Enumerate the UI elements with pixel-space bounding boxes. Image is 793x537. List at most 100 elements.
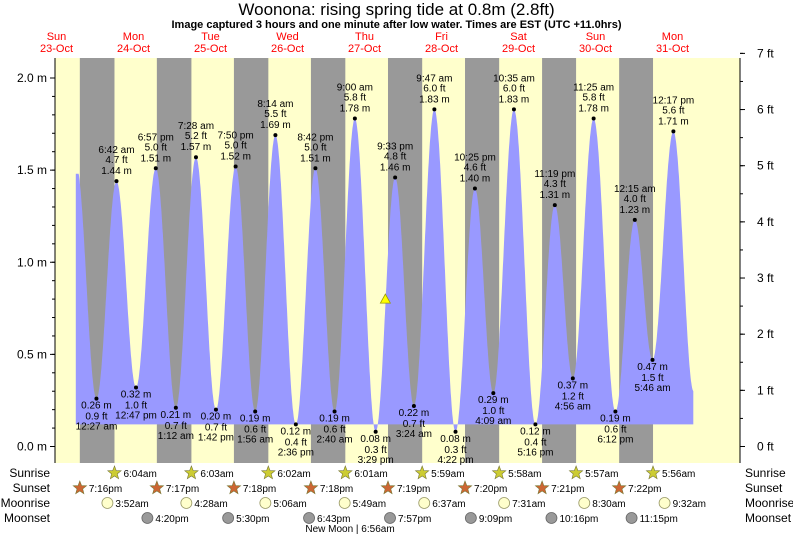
extreme-ft-label: 0.4 ft — [524, 437, 546, 448]
extreme-dot — [552, 203, 557, 208]
sunset-star-icon — [534, 480, 550, 495]
sunrise-star-icon — [568, 465, 584, 480]
extreme-dot — [533, 422, 538, 427]
sunrise-star-icon — [491, 465, 507, 480]
extreme-time-label: 4:22 pm — [437, 455, 473, 466]
day-date-label: 24-Oct — [117, 43, 150, 55]
extreme-dot — [432, 107, 437, 112]
extreme-ft-label: 0.3 ft — [365, 445, 387, 456]
day-date-label: 27-Oct — [348, 43, 381, 55]
extreme-time-label: 3:24 am — [396, 429, 432, 440]
extreme-time-label: 9:00 am — [337, 83, 373, 94]
sunset-time: 7:18pm — [320, 484, 353, 495]
sunset-time: 7:21pm — [551, 484, 584, 495]
left-tick-label: 1.5 m — [17, 163, 47, 177]
extreme-dot — [411, 403, 416, 408]
extreme-m-label: 1.46 m — [380, 162, 411, 173]
extreme-time-label: 5:16 pm — [517, 447, 553, 458]
extreme-time-label: 3:29 pm — [358, 455, 394, 466]
extreme-time-label: 5:46 am — [634, 383, 670, 394]
extreme-time-label: 1:42 pm — [198, 433, 234, 444]
day-weekday-label: Mon — [662, 31, 683, 43]
extreme-time-label: 6:57 pm — [138, 132, 174, 143]
extreme-dot — [114, 179, 119, 184]
moonset-time: 6:43pm — [317, 514, 350, 525]
sunrise-star-icon — [337, 465, 353, 480]
extreme-dot — [293, 422, 298, 427]
moonrise-time: 7:31am — [512, 499, 545, 510]
extreme-dot — [453, 429, 458, 434]
extreme-ft-label: 5.0 ft — [304, 142, 326, 153]
moon-phase-label: New Moon | 6:56am — [305, 524, 394, 535]
extreme-dot — [193, 155, 198, 160]
extreme-dot — [313, 166, 318, 171]
sunset-star-icon — [303, 480, 319, 495]
left-tick-label: 0.5 m — [17, 347, 47, 361]
tide-area — [75, 109, 694, 432]
moonrise-time: 8:30am — [592, 499, 625, 510]
moonset-time: 5:30pm — [236, 514, 269, 525]
moonrise-time: 5:49am — [353, 499, 386, 510]
moonset-icon — [384, 512, 396, 524]
extreme-ft-label: 5.8 ft — [344, 93, 366, 104]
extreme-m-label: 0.29 m — [478, 395, 509, 406]
moonset-icon — [545, 512, 558, 524]
day-date-label: 29-Oct — [502, 43, 535, 55]
extreme-m-label: 1.31 m — [540, 190, 571, 201]
extreme-time-label: 11:25 am — [573, 83, 614, 94]
sunrise-star-icon — [260, 465, 276, 480]
astro-row-label-right: Sunset — [745, 481, 783, 495]
extreme-dot — [671, 129, 676, 134]
extreme-m-label: 1.57 m — [181, 142, 212, 153]
extreme-m-label: 0.19 m — [240, 413, 271, 424]
right-tick-label: 3 ft — [757, 271, 774, 285]
extreme-time-label: 7:50 pm — [218, 130, 254, 141]
extreme-time-label: 10:25 pm — [454, 153, 496, 164]
extreme-ft-label: 0.6 ft — [604, 424, 626, 435]
extreme-m-label: 1.44 m — [101, 166, 132, 177]
sunset-time: 7:16pm — [89, 484, 122, 495]
extreme-ft-label: 5.2 ft — [185, 131, 207, 142]
sunset-star-icon — [149, 480, 165, 495]
right-tick-label: 2 ft — [757, 327, 774, 341]
day-date-label: 30-Oct — [579, 43, 612, 55]
sunrise-time: 6:04am — [123, 469, 156, 480]
day-weekday-label: Sun — [586, 31, 606, 43]
moonrise-icon — [101, 497, 114, 509]
extreme-m-label: 0.08 m — [360, 434, 391, 445]
extreme-ft-label: 5.0 ft — [145, 142, 167, 153]
extreme-time-label: 2:40 am — [316, 434, 352, 445]
sunset-star-icon — [226, 480, 242, 495]
astro-row-label-left: Sunrise — [9, 466, 50, 480]
extreme-dot — [134, 385, 139, 390]
moonrise-icon — [180, 497, 193, 509]
extreme-m-label: 0.12 m — [281, 426, 312, 437]
tide-curve — [75, 109, 694, 432]
extreme-dot — [472, 186, 477, 191]
sunset-time: 7:19pm — [397, 484, 430, 495]
extreme-ft-label: 5.5 ft — [264, 109, 286, 120]
sunset-star-icon — [380, 480, 396, 495]
axes: 0.0 m 0.5 m 1.0 m 1.5 m 2.0 m 0 ft 1 ft 2 ft 3 f… — [17, 46, 774, 453]
extreme-ft-label: 5.6 ft — [662, 105, 684, 116]
sunrise-star-icon — [106, 465, 122, 480]
moonrise-time: 9:32am — [673, 499, 706, 510]
day-weekday-label: Wed — [276, 31, 298, 43]
extreme-time-label: 1:12 am — [158, 431, 194, 442]
sunset-time: 7:18pm — [243, 484, 276, 495]
extreme-dot — [591, 116, 596, 121]
sunrise-time: 6:03am — [200, 469, 233, 480]
moonset-time: 9:09pm — [479, 514, 512, 525]
extreme-m-label: 1.51 m — [300, 153, 331, 164]
extreme-time-label: 12:17 pm — [653, 95, 695, 106]
extreme-ft-label: 4.6 ft — [464, 163, 486, 174]
extreme-m-label: 0.08 m — [440, 434, 471, 445]
extreme-time-label: 2:36 pm — [278, 447, 314, 458]
extreme-time-label: 8:42 pm — [297, 132, 333, 143]
sunrise-star-icon — [645, 465, 661, 480]
astro-row-label-right: Moonrise — [745, 496, 793, 510]
sunset-star-icon — [72, 480, 88, 495]
extreme-ft-label: 1.5 ft — [641, 373, 663, 384]
moonset-time: 4:20pm — [155, 514, 188, 525]
